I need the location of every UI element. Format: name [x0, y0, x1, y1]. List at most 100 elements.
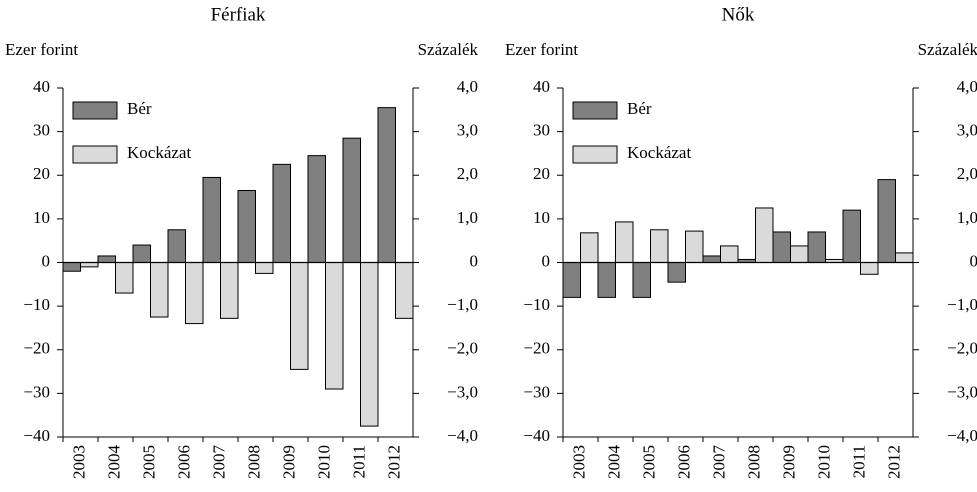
bar: [150, 262, 169, 318]
bar: [307, 155, 326, 263]
bar: [360, 262, 379, 427]
x-tick-label: 2010: [314, 445, 333, 479]
x-tick-label: 2009: [279, 445, 298, 479]
y2-tick-label: 0: [970, 251, 977, 270]
legend-swatch: [572, 145, 618, 164]
y2-axis-label: Százalék: [418, 40, 479, 59]
bar: [220, 262, 239, 319]
bar: [580, 232, 599, 264]
bar: [702, 255, 721, 264]
y2-tick-label: 1,0: [957, 208, 977, 227]
bar: [202, 176, 221, 263]
y2-tick-label: 4,0: [457, 77, 478, 96]
y-tick-label: −10: [23, 295, 50, 314]
y-tick-label: 20: [533, 164, 550, 183]
bar: [615, 221, 634, 264]
bar: [325, 262, 344, 390]
y-axis-label: Ezer forint: [505, 40, 578, 59]
bar: [185, 262, 204, 325]
x-tick-label: 2007: [209, 445, 228, 480]
y-tick-label: −20: [23, 339, 50, 358]
bar: [562, 262, 581, 298]
x-tick-label: 2003: [69, 445, 88, 479]
bar: [807, 231, 826, 263]
legend-swatch: [572, 101, 618, 120]
y2-tick-label: −4,0: [947, 426, 977, 445]
bar: [237, 190, 256, 263]
bar: [115, 262, 134, 294]
chart-title: Nők: [722, 4, 755, 25]
y2-tick-label: 1,0: [457, 208, 478, 227]
bar: [290, 262, 309, 370]
bar: [272, 163, 291, 263]
y2-tick-label: −1,0: [947, 295, 977, 314]
bar: [842, 209, 861, 263]
y-tick-label: 40: [533, 77, 550, 96]
bar: [377, 107, 396, 263]
y2-tick-label: −3,0: [947, 382, 977, 401]
x-tick-label: 2005: [639, 445, 658, 479]
x-tick-label: 2011: [849, 445, 868, 478]
bar: [720, 245, 739, 263]
x-tick-label: 2004: [604, 445, 623, 480]
x-tick-label: 2007: [709, 445, 728, 480]
y2-tick-label: 0: [470, 251, 479, 270]
x-tick-label: 2011: [349, 445, 368, 478]
y-tick-label: 10: [533, 208, 550, 227]
x-tick-label: 2006: [674, 445, 693, 479]
legend-label: Bér: [127, 99, 152, 118]
bar: [255, 262, 274, 274]
legend-label: Kockázat: [627, 143, 691, 162]
bar: [667, 262, 686, 283]
y2-axis-label: Százalék: [918, 40, 977, 59]
y-tick-label: −40: [23, 426, 50, 445]
bar: [877, 179, 896, 263]
y-tick-label: −20: [523, 339, 550, 358]
legend-label: Bér: [627, 99, 652, 118]
y-tick-label: 0: [542, 251, 551, 270]
x-tick-label: 2009: [779, 445, 798, 479]
x-tick-label: 2012: [384, 445, 403, 479]
x-tick-label: 2008: [744, 445, 763, 479]
bar: [685, 230, 704, 263]
y2-tick-label: 2,0: [457, 164, 478, 183]
y2-tick-label: −4,0: [447, 426, 478, 445]
y2-tick-label: 4,0: [957, 77, 977, 96]
y2-tick-label: −3,0: [447, 382, 478, 401]
bar: [790, 245, 809, 263]
bar: [650, 229, 669, 263]
y2-tick-label: −2,0: [947, 339, 977, 358]
bar: [395, 262, 414, 319]
legend-swatch: [72, 101, 118, 120]
y-tick-label: −40: [523, 426, 550, 445]
y-tick-label: 40: [33, 77, 50, 96]
y-tick-label: 20: [33, 164, 50, 183]
y2-tick-label: 3,0: [957, 121, 977, 140]
y-tick-label: 30: [33, 121, 50, 140]
y-axis-label: Ezer forint: [5, 40, 78, 59]
x-tick-label: 2006: [174, 445, 193, 479]
legend-label: Kockázat: [127, 143, 191, 162]
x-tick-label: 2003: [569, 445, 588, 479]
bar: [632, 262, 651, 298]
y-tick-label: −30: [523, 382, 550, 401]
bar: [132, 244, 151, 264]
bar: [80, 262, 99, 268]
bar: [342, 137, 361, 263]
bar: [62, 262, 81, 272]
y2-tick-label: 3,0: [457, 121, 478, 140]
y-tick-label: 10: [33, 208, 50, 227]
chart-title: Férfiak: [211, 4, 266, 25]
y-tick-label: −10: [523, 295, 550, 314]
x-tick-label: 2010: [814, 445, 833, 479]
y2-tick-label: −1,0: [447, 295, 478, 314]
x-tick-label: 2012: [884, 445, 903, 479]
x-tick-label: 2008: [244, 445, 263, 479]
y-tick-label: 30: [533, 121, 550, 140]
panel: Nők Ezer forint Százalék −40 −30 −20 −10 0 10 20 3…: [505, 4, 977, 479]
bar: [755, 207, 774, 263]
bar: [597, 262, 616, 298]
x-tick-label: 2004: [104, 445, 123, 480]
panel: Férfiak Ezer forint Százalék −40 −30 −20 −10 0 1…: [5, 4, 478, 479]
